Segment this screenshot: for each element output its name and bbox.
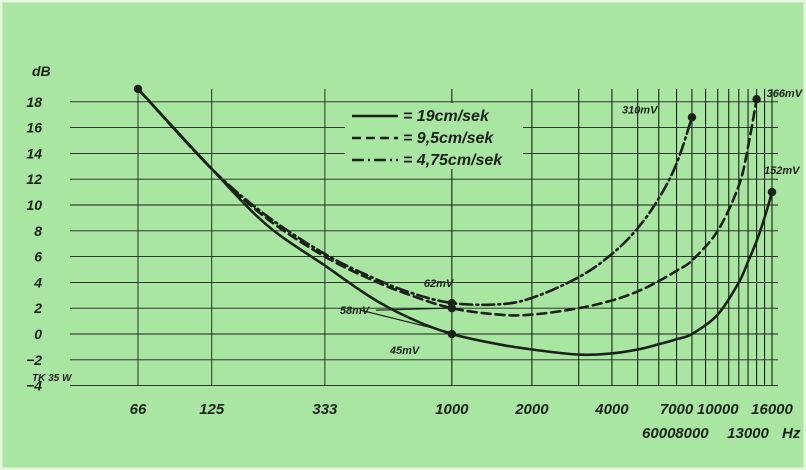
series-lines (136, 87, 774, 357)
series-line-dashed (136, 87, 758, 317)
horizontal-grid (70, 101, 778, 387)
y-tick-label: 6 (34, 249, 42, 265)
x-tick-label: 13000 (727, 425, 769, 442)
x-tick-label: 16000 (751, 401, 793, 418)
y-tick-label: −4 (26, 378, 42, 394)
x-tick-label: 1000 (435, 401, 469, 418)
legend-label: = 4,75cm/sek (403, 152, 503, 169)
y-tick-label: 0 (34, 326, 42, 342)
series-line-dashdot (136, 87, 694, 307)
y-tick-label: 4 (33, 274, 42, 290)
annotation-label: 366mV (767, 88, 804, 100)
annotation-label: 45mV (389, 345, 421, 357)
y-tick-label: 12 (26, 171, 42, 187)
y-tick-label: 18 (26, 94, 42, 110)
x-tick-label: 7000 (660, 401, 694, 418)
y-tick-labels: −4 −2 0 2 4 6 8 10 12 14 16 18 (26, 94, 42, 394)
legend-label: = 19cm/sek (403, 108, 490, 125)
data-point (133, 84, 143, 94)
annotation-label: 62mV (424, 278, 455, 290)
y-tick-label: −2 (26, 352, 42, 368)
x-tick-label: 4000 (594, 401, 629, 418)
x-tick-label: 66 (130, 401, 147, 418)
x-tick-labels: 66 125 333 1000 2000 4000 7000 10000 16000 6000 80… (130, 401, 794, 442)
model-label: TK 35 W (32, 373, 73, 384)
data-point (752, 95, 761, 104)
annotation-label: 58mV (340, 305, 371, 317)
legend-background (345, 103, 523, 169)
y-tick-label: 8 (34, 223, 42, 239)
annotation-leader (375, 307, 449, 311)
data-point (767, 187, 777, 197)
x-tick-label: 2000 (514, 401, 549, 418)
annotation-label: 310mV (622, 104, 659, 116)
x-tick-label: 333 (312, 401, 338, 418)
annotation-leader (359, 309, 449, 333)
series-line-solid (136, 87, 774, 357)
x-tick-label: 10000 (697, 401, 739, 418)
x-tick-label: 6000 (642, 425, 676, 442)
y-axis-unit: dB (32, 63, 51, 79)
annotation-leaders (359, 307, 449, 333)
y-tick-label: 2 (33, 300, 42, 316)
data-point (447, 298, 457, 308)
x-tick-label: 125 (199, 401, 225, 418)
legend-label: = 9,5cm/sek (403, 130, 494, 147)
y-tick-label: 16 (26, 120, 42, 136)
data-point (687, 113, 697, 122)
x-tick-label: 8000 (675, 425, 709, 442)
y-tick-label: 10 (26, 197, 42, 213)
legend: = 19cm/sek = 9,5cm/sek = 4,75cm/sek (345, 103, 523, 169)
data-points (133, 84, 777, 339)
x-axis-unit: Hz (782, 425, 801, 442)
data-point (447, 329, 457, 339)
annotations: 310mV 366mV 152mV 62mV 58mV 45mV (340, 88, 804, 357)
y-tick-label: 14 (26, 145, 42, 161)
annotation-label: 152mV (764, 165, 801, 177)
